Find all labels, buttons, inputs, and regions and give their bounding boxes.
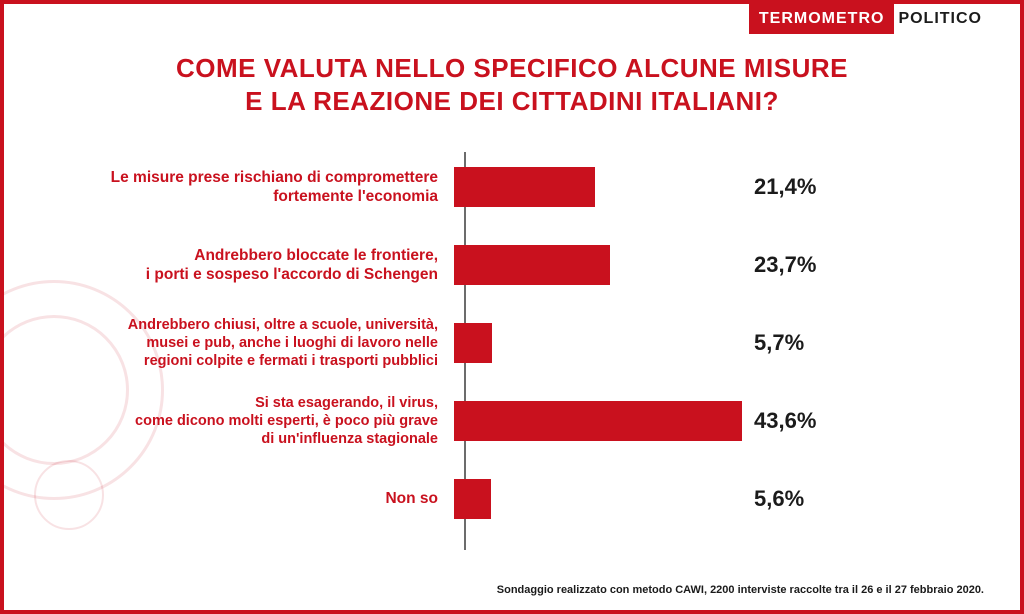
infographic-frame: TERMOMETRO POLITICO COME VALUTA NELLO SP… <box>0 0 1024 614</box>
title-line-2: E LA REAZIONE DEI CITTADINI ITALIANI? <box>4 85 1020 118</box>
bar-value: 21,4% <box>754 174 816 200</box>
footnote: Sondaggio realizzato con metodo CAWI, 22… <box>497 584 984 596</box>
bar-wrap: 5,7% <box>454 308 990 378</box>
chart-row: Le misure prese rischiano di compromette… <box>54 152 990 222</box>
chart-row: Non so 5,6% <box>54 464 990 534</box>
bar-value: 43,6% <box>754 408 816 434</box>
bar-label: Andrebbero chiusi, oltre a scuole, unive… <box>54 316 454 370</box>
bar-label: Si sta esagerando, il virus,come dicono … <box>54 394 454 448</box>
bar-wrap: 43,6% <box>454 386 990 456</box>
bar-wrap: 23,7% <box>454 230 990 300</box>
bar <box>454 401 742 441</box>
logo-part-1: TERMOMETRO <box>749 4 895 34</box>
bar-wrap: 21,4% <box>454 152 990 222</box>
bar <box>454 167 595 207</box>
title-line-1: COME VALUTA NELLO SPECIFICO ALCUNE MISUR… <box>4 52 1020 85</box>
chart-row: Andrebbero chiusi, oltre a scuole, unive… <box>54 308 990 378</box>
chart-row: Si sta esagerando, il virus,come dicono … <box>54 386 990 456</box>
bar <box>454 245 610 285</box>
bar <box>454 323 492 363</box>
bar-chart: Le misure prese rischiano di compromette… <box>54 152 990 550</box>
chart-title: COME VALUTA NELLO SPECIFICO ALCUNE MISUR… <box>4 52 1020 117</box>
chart-row: Andrebbero bloccate le frontiere,i porti… <box>54 230 990 300</box>
bar-label: Non so <box>54 489 454 508</box>
bar-label: Andrebbero bloccate le frontiere,i porti… <box>54 246 454 285</box>
bar-label: Le misure prese rischiano di compromette… <box>54 168 454 207</box>
bar-value: 5,6% <box>754 486 804 512</box>
bar-value: 23,7% <box>754 252 816 278</box>
bar <box>454 479 491 519</box>
bar-value: 5,7% <box>754 330 804 356</box>
brand-logo: TERMOMETRO POLITICO <box>749 4 988 34</box>
logo-part-2: POLITICO <box>894 4 988 34</box>
bar-wrap: 5,6% <box>454 464 990 534</box>
